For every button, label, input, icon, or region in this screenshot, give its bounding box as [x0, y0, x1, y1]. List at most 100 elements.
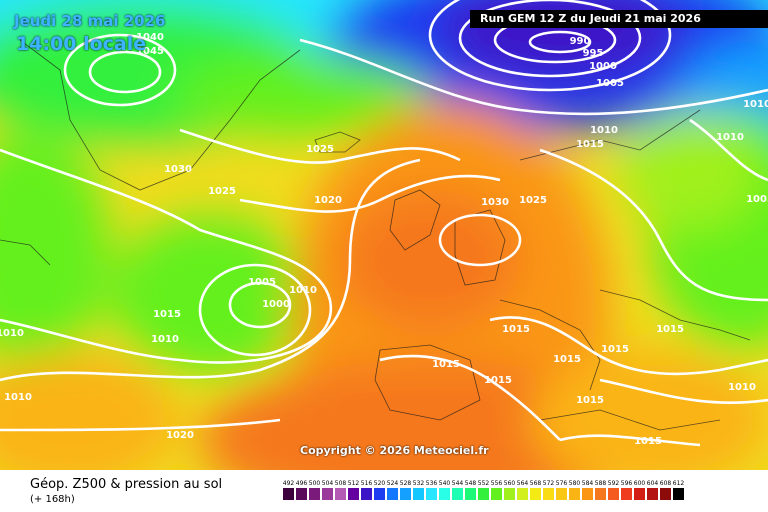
legend-label: 576 — [555, 480, 568, 487]
legend-label: 592 — [607, 480, 620, 487]
legend-swatch — [360, 487, 373, 501]
legend-label: 580 — [568, 480, 581, 487]
isobar-label: 1045 — [136, 46, 164, 57]
legend-swatches — [282, 487, 685, 501]
legend-swatch — [672, 487, 685, 501]
isobar-label: 1005 — [596, 78, 624, 89]
legend-swatch — [607, 487, 620, 501]
legend-swatch — [425, 487, 438, 501]
legend-label: 588 — [594, 480, 607, 487]
isobar-label: 1015 — [432, 359, 460, 370]
legend-swatch — [516, 487, 529, 501]
legend-label: 612 — [672, 480, 685, 487]
legend-label: 584 — [581, 480, 594, 487]
isobar-label: 1010 — [590, 125, 618, 136]
legend-swatch — [464, 487, 477, 501]
legend-swatch — [412, 487, 425, 501]
legend-swatch — [568, 487, 581, 501]
legend-swatch — [594, 487, 607, 501]
footer: Géop. Z500 & pression au sol (+ 168h) 49… — [0, 470, 768, 512]
isobar-label: 1010 — [151, 334, 179, 345]
legend-label: 564 — [516, 480, 529, 487]
isobar-label: 1010 — [0, 328, 24, 339]
isobar-label: 1005 — [746, 194, 768, 205]
legend-labels: 492 496 500 504 508 512 516 520 524 528 532 536 540 5… — [282, 480, 685, 487]
forecast-date: Jeudi 28 mai 2026 — [14, 12, 166, 30]
footer-subtitle: (+ 168h) — [30, 494, 75, 505]
legend-swatch — [308, 487, 321, 501]
coastlines — [0, 39, 751, 431]
legend-label: 504 — [321, 480, 334, 487]
legend-label: 528 — [399, 480, 412, 487]
legend-label: 608 — [659, 480, 672, 487]
isobar-label: 995 — [583, 48, 604, 59]
legend-label: 524 — [386, 480, 399, 487]
isobar-label: 990 — [570, 36, 591, 47]
legend-label: 556 — [490, 480, 503, 487]
legend-label: 604 — [646, 480, 659, 487]
legend-swatch — [477, 487, 490, 501]
legend-label: 540 — [438, 480, 451, 487]
isobar-label: 1010 — [4, 392, 32, 403]
color-legend: 492 496 500 504 508 512 516 520 524 528 532 536 540 5… — [282, 480, 685, 501]
isobar-label: 1015 — [656, 324, 684, 335]
isobar-label: 1015 — [634, 436, 662, 447]
legend-label: 496 — [295, 480, 308, 487]
legend-label: 500 — [308, 480, 321, 487]
isobar-label: 1015 — [601, 344, 629, 355]
weather-map: 1040 1045 1030 1025 1025 1020 1005 1000 … — [0, 0, 768, 470]
legend-swatch — [646, 487, 659, 501]
legend-label: 508 — [334, 480, 347, 487]
legend-swatch — [347, 487, 360, 501]
legend-label: 600 — [633, 480, 646, 487]
legend-label: 532 — [412, 480, 425, 487]
isobar-label: 1015 — [484, 375, 512, 386]
run-info-banner: Run GEM 12 Z du Jeudi 21 mai 2026 — [470, 10, 768, 28]
legend-swatch — [399, 487, 412, 501]
isobar-label: 1015 — [502, 324, 530, 335]
legend-swatch — [386, 487, 399, 501]
isobar-label: 1010 — [728, 382, 756, 393]
isobar-label: 1030 — [481, 197, 509, 208]
legend-swatch — [581, 487, 594, 501]
legend-swatch — [529, 487, 542, 501]
legend-swatch — [490, 487, 503, 501]
legend-swatch — [620, 487, 633, 501]
legend-label: 552 — [477, 480, 490, 487]
isobar-label: 1020 — [314, 195, 342, 206]
legend-label: 520 — [373, 480, 386, 487]
legend-label: 568 — [529, 480, 542, 487]
isobar-label: 1015 — [553, 354, 581, 365]
legend-label: 512 — [347, 480, 360, 487]
isobar-label: 1040 — [136, 32, 164, 43]
legend-swatch — [542, 487, 555, 501]
z500-field: 1040 1045 1030 1025 1025 1020 1005 1000 … — [0, 0, 768, 470]
footer-title: Géop. Z500 & pression au sol — [30, 477, 223, 492]
legend-label: 572 — [542, 480, 555, 487]
isobar-label: 1015 — [576, 395, 604, 406]
isobar-label: 1010 — [716, 132, 744, 143]
legend-swatch — [555, 487, 568, 501]
isobar-label: 1005 — [248, 277, 276, 288]
forecast-time: 14:00 locale — [16, 33, 147, 55]
legend-swatch — [321, 487, 334, 501]
isobar-label: 1025 — [306, 144, 334, 155]
legend-label: 560 — [503, 480, 516, 487]
legend-label: 492 — [282, 480, 295, 487]
isobar-label: 1000 — [589, 61, 617, 72]
legend-label: 536 — [425, 480, 438, 487]
legend-swatch — [451, 487, 464, 501]
copyright-notice: Copyright © 2026 Meteociel.fr — [300, 444, 489, 457]
legend-swatch — [633, 487, 646, 501]
legend-swatch — [282, 487, 295, 501]
legend-label: 596 — [620, 480, 633, 487]
isobar-label: 1010 — [743, 99, 768, 110]
isobar-label: 1015 — [576, 139, 604, 150]
isobars — [0, 0, 768, 447]
legend-swatch — [659, 487, 672, 501]
legend-label: 516 — [360, 480, 373, 487]
legend-swatch — [438, 487, 451, 501]
isobar-label: 1000 — [262, 299, 290, 310]
isobar-label: 1010 — [289, 285, 317, 296]
